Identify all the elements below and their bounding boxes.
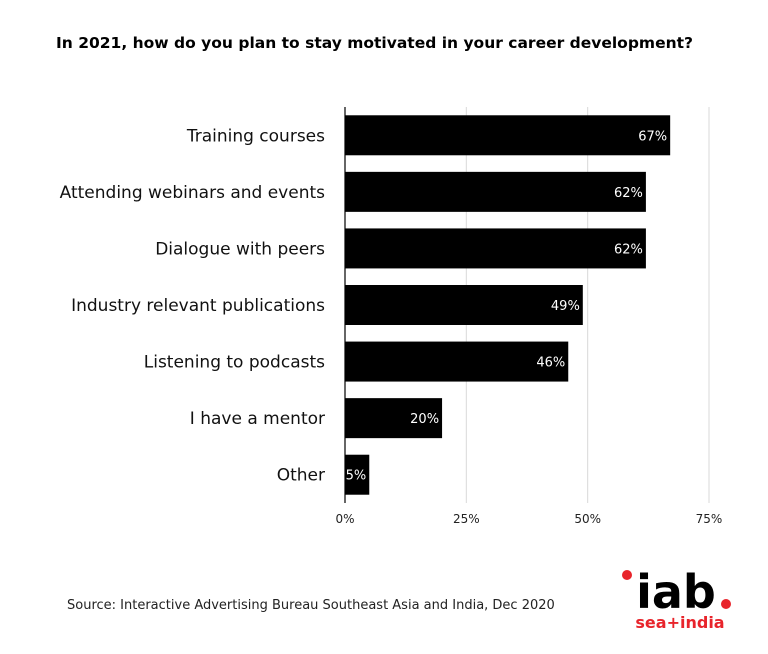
bar [345, 115, 671, 156]
category-label: Training courses [186, 126, 325, 146]
bar-chart: 67% Training courses 62% Attending webinars… [60, 107, 723, 526]
logo-period-icon [721, 599, 731, 609]
bar [345, 171, 646, 212]
category-label: Dialogue with peers [155, 239, 325, 259]
bar-value-label: 62% [614, 242, 643, 257]
x-tick-label: 25% [453, 512, 480, 526]
category-label: I have a mentor [190, 409, 325, 429]
logo-main-text: iab [636, 565, 716, 619]
iab-logo: iab sea+india [622, 565, 731, 632]
source-note: Source: Interactive Advertising Bureau S… [67, 598, 555, 613]
category-label: Listening to podcasts [144, 353, 325, 373]
bar-value-label: 20% [410, 412, 439, 427]
x-tick-label: 75% [696, 512, 723, 526]
category-label: Industry relevant publications [71, 296, 325, 316]
logo-sub-text: sea+india [635, 613, 724, 632]
category-label: Attending webinars and events [60, 183, 326, 203]
bar-value-label: 5% [346, 469, 367, 484]
logo-dot-icon [622, 570, 632, 580]
x-tick-label: 0% [335, 512, 354, 526]
x-tick-label: 50% [574, 512, 601, 526]
chart-title: In 2021, how do you plan to stay motivat… [56, 34, 694, 52]
bar [345, 228, 646, 269]
bar [345, 341, 569, 382]
bar [345, 285, 583, 325]
bar-value-label: 67% [638, 129, 667, 144]
bar [345, 454, 370, 495]
bar-value-label: 46% [536, 356, 565, 371]
bar-value-label: 49% [551, 299, 580, 314]
category-label: Other [277, 466, 325, 486]
bar [345, 398, 443, 439]
bar-value-label: 62% [614, 186, 643, 201]
